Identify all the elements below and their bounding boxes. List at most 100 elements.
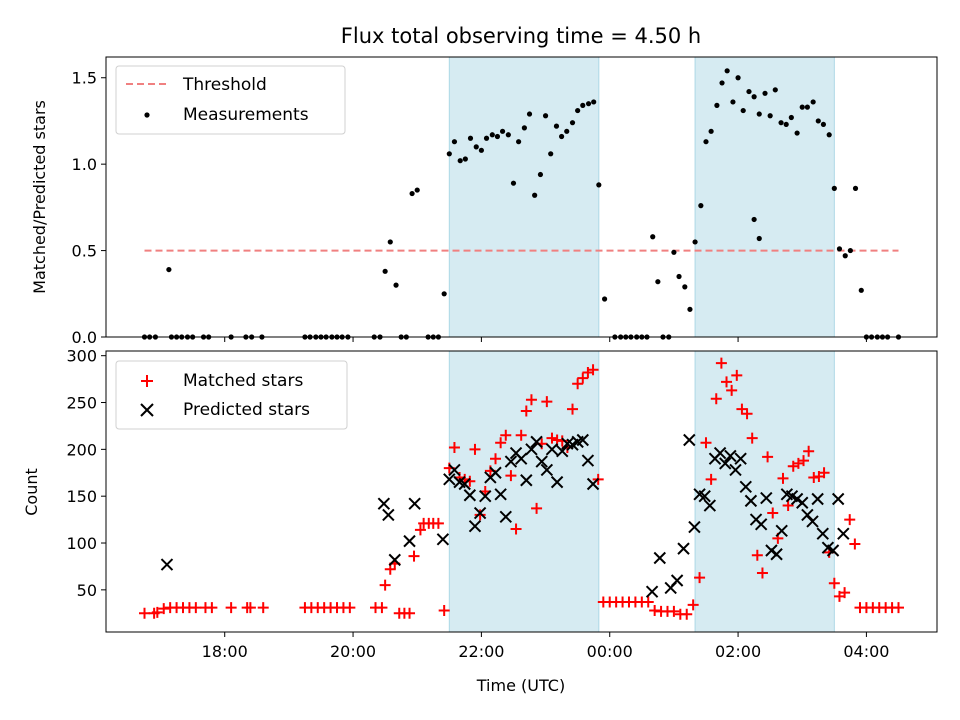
predicted-point [525,443,538,456]
matched-point [244,602,256,614]
predicted-point [489,466,502,479]
bottom-y-axis-label: Count [22,468,41,516]
measurement-point [767,113,773,119]
shaded-interval-2 [694,56,835,338]
matched-point [344,602,356,614]
matched-point [505,470,517,482]
predicted-point [540,463,554,477]
matched-point [731,369,743,381]
predicted-point [581,454,595,467]
measurement-point [687,306,693,312]
chart-title: Flux total observing time = 4.50 h [341,24,701,48]
shaded-interval-1 [448,350,600,633]
predicted-point [826,544,840,557]
predicted-point [448,463,461,477]
predicted-point [514,452,528,465]
predicted-point [744,494,758,508]
predicted-point [530,435,543,449]
predicted-point [734,452,747,465]
measurement-point [735,75,741,81]
legend-matched-label: Matched stars [183,371,303,391]
predicted-stars-series [160,433,850,598]
top-shaded-intervals [448,56,835,338]
predicted-point [645,585,659,598]
predicted-point [739,480,752,494]
measurement-point [382,268,388,274]
bottom-y-tick-label: 200 [66,440,97,459]
measurement-point [564,128,570,134]
measurement-point [756,235,762,242]
matched-point [469,443,481,455]
measurement-point [559,133,565,140]
matched-point [839,587,851,599]
measurement-point [730,99,736,105]
legend-matched-swatch [141,375,153,387]
shaded-interval-2 [694,350,835,633]
matched-point [700,437,712,449]
measurement-point [542,113,549,119]
measurement-point [708,128,714,134]
measurement-point [548,151,554,157]
measurement-point [847,247,853,254]
predicted-point [698,489,711,503]
matched-point [414,524,426,536]
bottom-panel: 50 100 150 200 250 300 18:00 20:00 22:00 00:00 02… [22,347,938,695]
bottom-y-tick-label: 150 [66,487,97,506]
bottom-plot-frame [105,350,938,633]
matched-point [710,393,722,405]
matched-point [206,602,218,614]
predicted-point [556,445,569,458]
measurement-point [746,88,752,95]
measurement-point [820,121,827,128]
shaded-interval-1 [448,56,600,338]
legend-threshold-label: Threshold [182,75,267,95]
measurement-point [393,282,399,288]
bottom-y-tick-label: 250 [66,394,97,413]
measurement-point [387,239,393,245]
measurement-point [166,266,172,273]
measurement-point [441,291,447,297]
predicted-point [816,527,829,540]
top-y-axis-ticks: 0.0 0.5 1.0 1.5 [72,69,106,347]
matched-point [438,604,450,616]
legend-measurements-label: Measurements [183,105,309,125]
matched-point [490,453,502,465]
measurement-point [467,135,474,141]
measurement-point [489,132,495,138]
matched-point [520,405,532,417]
matched-point [705,473,717,485]
predicted-point [550,475,564,489]
predicted-point [837,527,850,540]
top-y-tick-label: 1.0 [72,155,97,174]
matched-point [408,550,420,562]
matched-point [225,602,237,614]
matched-point [515,429,527,441]
measurement-point [591,99,597,105]
measurement-point [526,111,533,117]
predicted-point [775,524,788,538]
predicted-point [576,433,589,447]
measurement-point [602,296,608,302]
matched-point [531,502,543,514]
matched-point [139,607,151,619]
predicted-point [796,496,809,509]
measurement-point [826,132,832,138]
measurement-point [457,158,463,164]
predicted-point [443,473,456,486]
matched-stars-series [139,357,904,620]
top-plot-frame [105,56,938,338]
predicted-point [801,508,814,522]
measurement-point [575,107,581,114]
measurement-point [804,104,810,110]
measurement-point [510,180,517,186]
bottom-y-tick-label: 300 [66,347,97,366]
measurement-point [836,246,843,252]
matched-point [546,432,558,444]
predicted-point [468,519,482,533]
measurement-point [650,234,656,240]
top-y-tick-label: 0.5 [72,242,97,261]
measurement-point [692,239,698,245]
measurement-point [698,203,704,209]
predicted-point [403,534,416,548]
